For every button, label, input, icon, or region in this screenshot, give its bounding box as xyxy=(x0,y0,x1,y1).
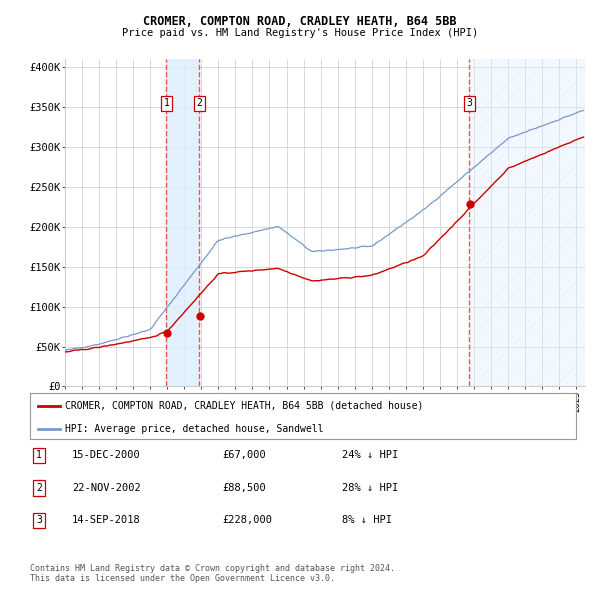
Text: 1: 1 xyxy=(36,451,42,460)
Text: Price paid vs. HM Land Registry's House Price Index (HPI): Price paid vs. HM Land Registry's House … xyxy=(122,28,478,38)
Text: £88,500: £88,500 xyxy=(222,483,266,493)
Text: 24% ↓ HPI: 24% ↓ HPI xyxy=(342,451,398,460)
Text: 3: 3 xyxy=(466,98,472,108)
Text: HPI: Average price, detached house, Sandwell: HPI: Average price, detached house, Sand… xyxy=(65,424,324,434)
Text: 1: 1 xyxy=(164,98,169,108)
Text: 22-NOV-2002: 22-NOV-2002 xyxy=(72,483,141,493)
Text: 15-DEC-2000: 15-DEC-2000 xyxy=(72,451,141,460)
Text: CROMER, COMPTON ROAD, CRADLEY HEATH, B64 5BB: CROMER, COMPTON ROAD, CRADLEY HEATH, B64… xyxy=(143,15,457,28)
Text: 3: 3 xyxy=(36,516,42,525)
Text: 14-SEP-2018: 14-SEP-2018 xyxy=(72,516,141,525)
Text: £67,000: £67,000 xyxy=(222,451,266,460)
Text: 2: 2 xyxy=(196,98,202,108)
Text: 28% ↓ HPI: 28% ↓ HPI xyxy=(342,483,398,493)
Text: 8% ↓ HPI: 8% ↓ HPI xyxy=(342,516,392,525)
Text: £228,000: £228,000 xyxy=(222,516,272,525)
Text: CROMER, COMPTON ROAD, CRADLEY HEATH, B64 5BB (detached house): CROMER, COMPTON ROAD, CRADLEY HEATH, B64… xyxy=(65,401,424,411)
Text: Contains HM Land Registry data © Crown copyright and database right 2024.
This d: Contains HM Land Registry data © Crown c… xyxy=(30,563,395,583)
Bar xyxy=(166,59,199,386)
Bar xyxy=(469,59,585,386)
Text: 2: 2 xyxy=(36,483,42,493)
